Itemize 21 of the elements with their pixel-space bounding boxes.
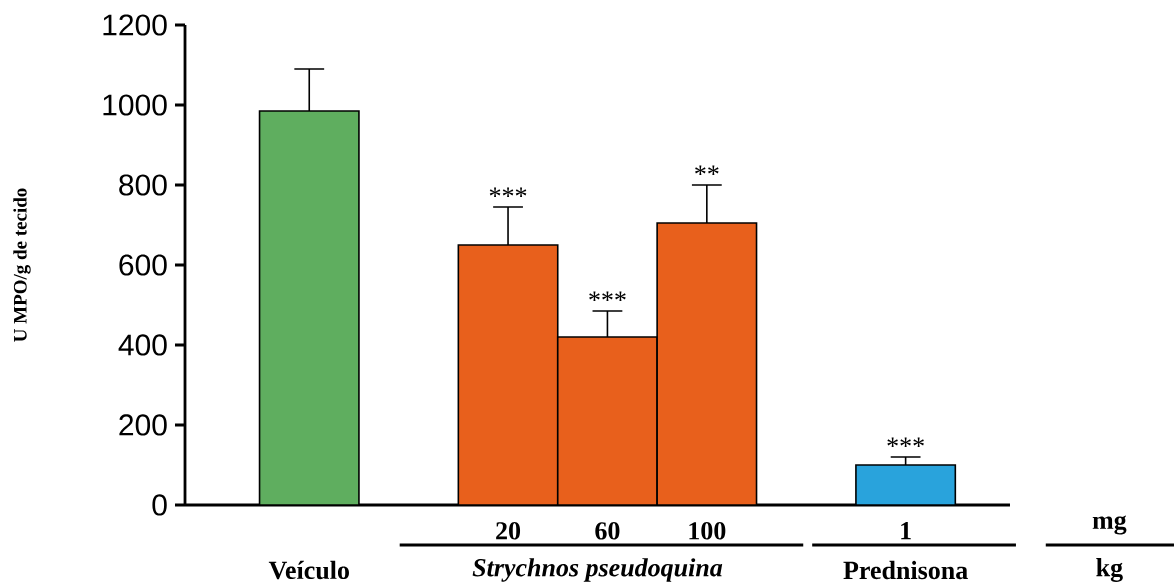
text: mg <box>1092 515 1127 535</box>
y-tick-label: 200 <box>119 414 167 436</box>
text: kg <box>1096 558 1123 582</box>
x-tick-label: 1 <box>901 522 911 540</box>
y-tick-label: 1000 <box>103 94 167 116</box>
annotation: ** <box>695 165 719 176</box>
y-axis-title: U MPO/g de tecido <box>13 188 31 342</box>
y-tick-label: 600 <box>119 254 167 276</box>
x-tick-label: 100 <box>689 522 726 540</box>
y-tick-label: 400 <box>118 334 167 356</box>
text: Prednisona <box>843 560 968 580</box>
annotation: *** <box>589 291 626 302</box>
annotation: *** <box>489 187 527 198</box>
y-tick-label: 1200 <box>103 14 167 36</box>
x-tick-label: 60 <box>595 522 620 540</box>
y-tick-label: 0 <box>152 494 167 516</box>
y-tick-label: 800 <box>119 174 167 196</box>
annotation: *** <box>887 437 924 448</box>
text: Strychnos pseudoquina <box>472 558 723 582</box>
text: Veículo <box>268 560 349 580</box>
x-tick-label: 20 <box>496 522 521 540</box>
